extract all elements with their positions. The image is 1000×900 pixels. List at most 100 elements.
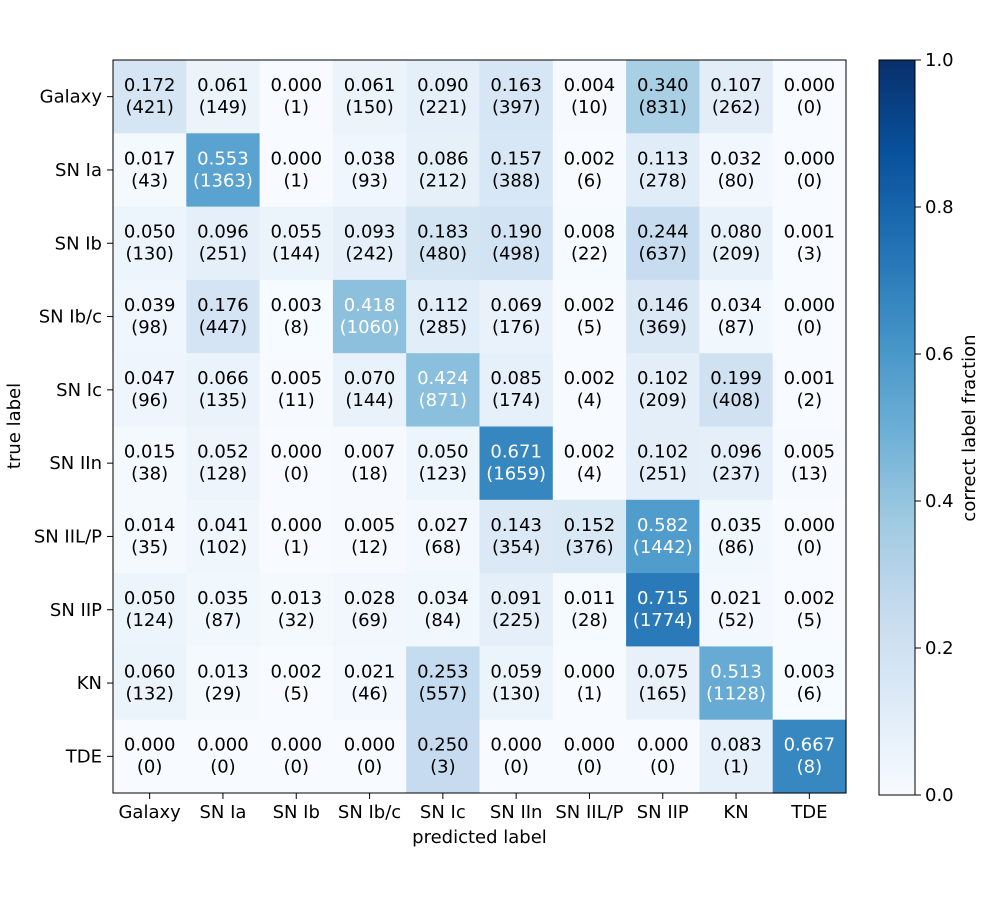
cell-count-label: (1060) <box>340 317 400 338</box>
cell-fraction-label: 0.028 <box>344 588 396 609</box>
cell-fraction-label: 0.005 <box>270 368 322 389</box>
cell-count-label: (397) <box>492 97 540 118</box>
heatmap-cell <box>186 499 261 574</box>
heatmap-cell <box>552 719 627 794</box>
heatmap-cell <box>772 719 847 794</box>
x-tick-label: SN IIP <box>637 802 689 823</box>
heatmap-cell <box>552 133 627 208</box>
x-tick-label: SN Ib/c <box>338 802 401 823</box>
heatmap-cell <box>772 279 847 354</box>
y-tick-label: SN Ib/c <box>39 307 102 328</box>
cell-fraction-label: 0.032 <box>710 148 762 169</box>
cell-count-label: (262) <box>712 97 760 118</box>
colorbar-tick-label: 0.4 <box>925 491 954 512</box>
heatmap-cell <box>406 279 481 354</box>
cell-count-label: (0) <box>357 757 383 778</box>
heatmap-cell <box>552 499 627 574</box>
cell-fraction-label: 0.001 <box>784 368 836 389</box>
cell-count-label: (12) <box>351 537 388 558</box>
heatmap-cell <box>626 499 700 574</box>
cell-count-label: (174) <box>492 390 540 411</box>
heatmap-cell <box>332 353 407 428</box>
cell-count-label: (1442) <box>633 537 693 558</box>
cell-count-label: (43) <box>131 170 168 191</box>
cell-fraction-label: 0.027 <box>417 515 469 536</box>
x-axis-ticks: Galaxy SN Ia SN Ib SN Ib/c SN Ic SN IIn SN IIL… <box>118 793 827 823</box>
cell-count-label: (13) <box>791 464 828 485</box>
cell-fraction-label: 0.000 <box>784 75 836 96</box>
cell-count-label: (369) <box>639 317 687 338</box>
heatmap-cell <box>772 206 847 281</box>
heatmap-cell <box>113 60 187 134</box>
cell-fraction-label: 0.004 <box>564 75 616 96</box>
heatmap-cell <box>699 426 774 501</box>
cell-fraction-label: 0.075 <box>637 661 689 682</box>
cell-count-label: (0) <box>210 757 236 778</box>
cell-fraction-label: 0.199 <box>710 368 762 389</box>
cell-count-label: (637) <box>639 244 687 265</box>
cell-fraction-label: 0.152 <box>564 515 616 536</box>
cell-count-label: (0) <box>650 757 676 778</box>
cell-fraction-label: 0.002 <box>270 661 322 682</box>
cell-count-label: (871) <box>419 390 467 411</box>
heatmap-cell <box>406 60 481 134</box>
heatmap-cell <box>479 646 554 721</box>
plot-frame <box>112 59 847 794</box>
x-tick-label: TDE <box>790 802 827 823</box>
cell-count-label: (0) <box>797 537 823 558</box>
cell-fraction-label: 0.002 <box>784 588 836 609</box>
heatmap-cell <box>332 499 407 574</box>
cell-fraction-label: 0.146 <box>637 295 689 316</box>
heatmap-cell <box>626 719 700 794</box>
heatmap-cell <box>186 719 261 794</box>
y-tick-label: Galaxy <box>40 87 103 108</box>
cell-count-label: (4) <box>577 464 603 485</box>
cell-count-label: (2) <box>797 390 823 411</box>
heatmap-cell <box>332 279 407 354</box>
cell-count-label: (144) <box>272 244 320 265</box>
heatmap-cells: 0.172(421)0.061(149)0.000(1)0.061(150)0.… <box>113 60 847 794</box>
heatmap-cell <box>113 499 187 574</box>
heatmap-cell <box>259 573 334 647</box>
cell-fraction-label: 0.000 <box>490 735 542 756</box>
heatmap-cell <box>406 206 481 281</box>
cell-count-label: (0) <box>797 170 823 191</box>
cell-count-label: (0) <box>797 97 823 118</box>
heatmap-cell <box>479 426 554 501</box>
cell-fraction-label: 0.163 <box>490 75 542 96</box>
cell-count-label: (242) <box>345 244 393 265</box>
cell-count-label: (87) <box>718 317 755 338</box>
cell-count-label: (376) <box>565 537 613 558</box>
cell-fraction-label: 0.113 <box>637 148 689 169</box>
cell-count-label: (87) <box>204 610 241 631</box>
cell-count-label: (251) <box>199 244 247 265</box>
heatmap-cell <box>699 60 774 134</box>
heatmap-cell <box>406 426 481 501</box>
heatmap-cell <box>552 646 627 721</box>
cell-count-label: (8) <box>797 757 823 778</box>
cell-count-label: (0) <box>137 757 163 778</box>
cell-fraction-label: 0.424 <box>417 368 469 389</box>
heatmap-cell <box>259 353 334 428</box>
cell-fraction-label: 0.102 <box>637 368 689 389</box>
cell-fraction-label: 0.014 <box>124 515 176 536</box>
cell-fraction-label: 0.671 <box>490 442 542 463</box>
cell-count-label: (46) <box>351 683 388 704</box>
cell-count-label: (0) <box>503 757 529 778</box>
cell-fraction-label: 0.000 <box>270 735 322 756</box>
colorbar-tick-label: 0.8 <box>925 197 954 218</box>
cell-fraction-label: 0.096 <box>197 222 249 243</box>
cell-fraction-label: 0.070 <box>344 368 396 389</box>
cell-fraction-label: 0.005 <box>784 442 836 463</box>
cell-count-label: (225) <box>492 610 540 631</box>
cell-fraction-label: 0.000 <box>270 148 322 169</box>
cell-fraction-label: 0.002 <box>564 442 616 463</box>
cell-count-label: (123) <box>419 464 467 485</box>
y-tick-label: SN IIL/P <box>34 526 102 547</box>
cell-count-label: (212) <box>419 170 467 191</box>
cell-count-label: (388) <box>492 170 540 191</box>
cell-count-label: (1363) <box>193 170 253 191</box>
heatmap-cell <box>699 279 774 354</box>
cell-count-label: (102) <box>199 537 247 558</box>
cell-count-label: (68) <box>424 537 461 558</box>
